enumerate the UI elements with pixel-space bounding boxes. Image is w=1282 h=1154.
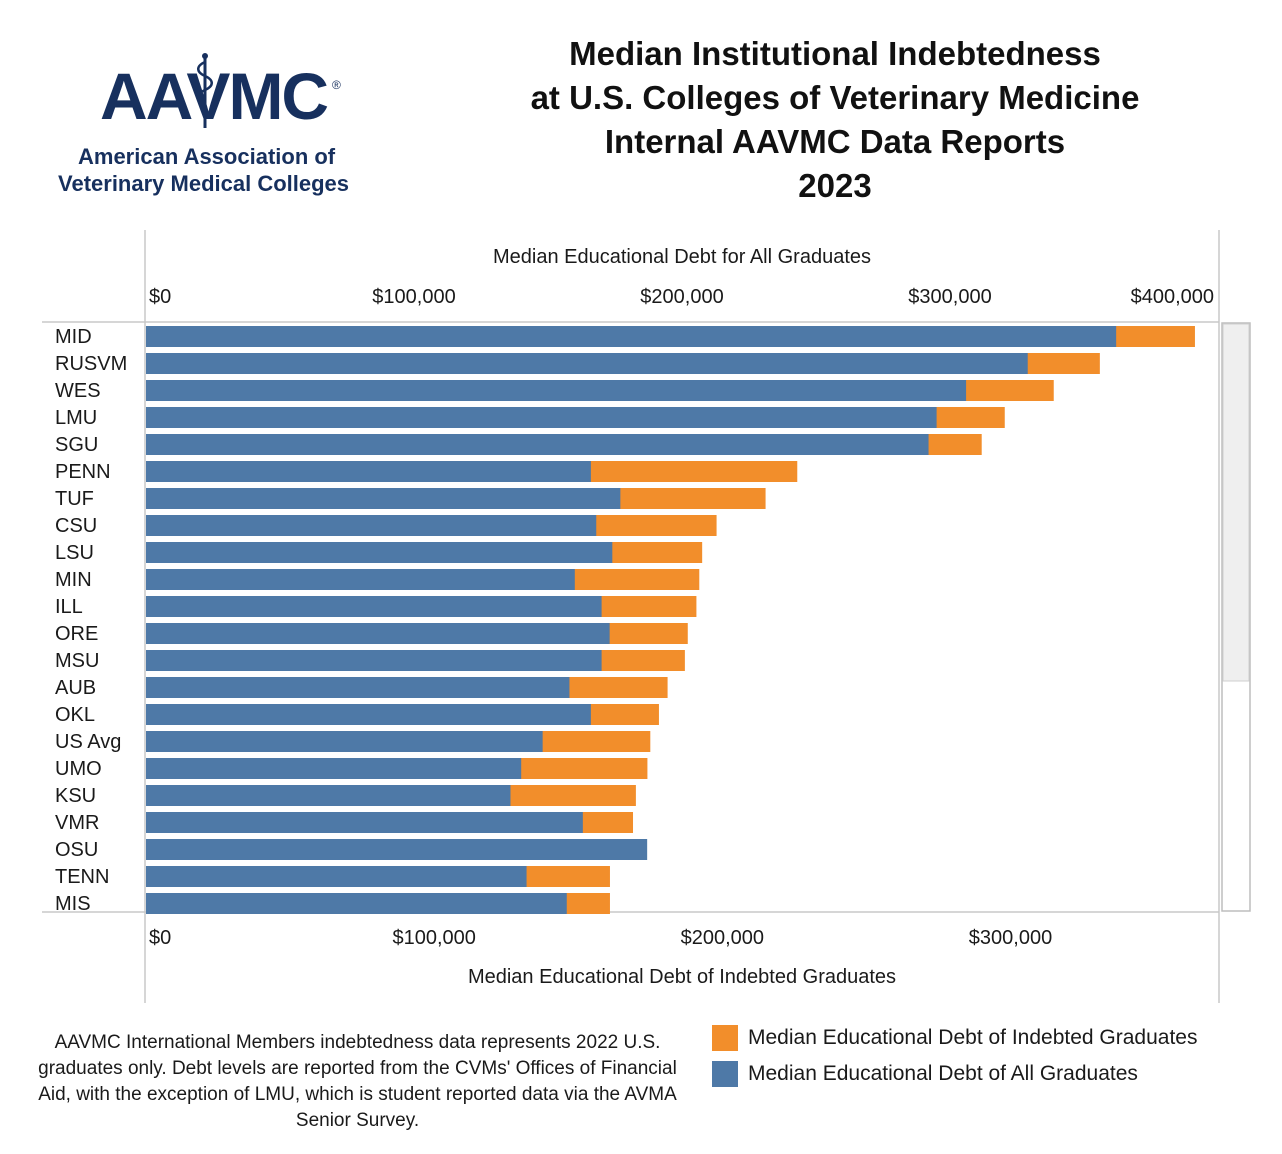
bar-all <box>146 569 575 590</box>
bottom-tick-label: $0 <box>149 927 171 949</box>
bar-all <box>146 434 929 455</box>
category-label: ORE <box>55 623 98 645</box>
bottom-tick-label: $100,000 <box>392 927 475 949</box>
bar-all <box>146 596 602 617</box>
category-label: SGU <box>55 434 98 456</box>
legend-swatch-indebted <box>712 1025 738 1051</box>
bar-all <box>146 812 583 833</box>
bar-all <box>146 731 543 752</box>
scrollbar-thumb[interactable] <box>1222 323 1250 682</box>
title-line-4: 2023 <box>798 167 872 204</box>
top-axis-title: Median Educational Debt for All Graduate… <box>493 246 871 268</box>
bar-chart: Median Educational Debt for All Graduate… <box>42 230 1251 1003</box>
category-label: MIS <box>55 893 91 915</box>
title-line-2: at U.S. Colleges of Veterinary Medicine <box>530 79 1140 116</box>
bar-all <box>146 677 570 698</box>
bar-all <box>146 353 1028 374</box>
category-label: MSU <box>55 650 99 672</box>
bar-all <box>146 380 967 401</box>
category-label: LSU <box>55 542 94 564</box>
top-tick-label: $200,000 <box>640 286 723 308</box>
bar-all <box>146 407 937 428</box>
bottom-axis-title: Median Educational Debt of Indebted Grad… <box>468 966 896 988</box>
category-label: TENN <box>55 866 109 888</box>
top-tick-label: $300,000 <box>908 286 991 308</box>
logo-line-2: Veterinary Medical Colleges <box>58 171 350 196</box>
legend-swatch-all <box>712 1061 738 1087</box>
category-label: WES <box>55 380 101 402</box>
caduceus-icon <box>197 53 213 128</box>
legend: Median Educational Debt of Indebted Grad… <box>712 1020 1197 1092</box>
legend-label-all: Median Educational Debt of All Graduates <box>748 1062 1138 1085</box>
chart-title: Median Institutional Indebtedness at U.S… <box>420 32 1250 208</box>
footnote: AAVMC International Members indebtedness… <box>38 1032 677 1131</box>
category-label: TUF <box>55 488 94 510</box>
bar-all <box>146 488 621 509</box>
category-label: AUB <box>55 677 96 699</box>
category-label: KSU <box>55 785 96 807</box>
bar-all <box>146 839 648 860</box>
bar-all <box>146 758 522 779</box>
aavmc-logo: AAVMC ® American Association of Veterina… <box>40 40 400 210</box>
top-tick-label: $100,000 <box>372 286 455 308</box>
category-label: CSU <box>55 515 97 537</box>
category-label: US Avg <box>55 731 121 753</box>
bar-all <box>146 623 610 644</box>
legend-item-all: Median Educational Debt of All Graduates <box>712 1056 1197 1092</box>
category-label: MIN <box>55 569 92 591</box>
bar-all <box>146 326 1117 347</box>
title-line-3: Internal AAVMC Data Reports <box>604 123 1066 160</box>
logo-line-1: American Association of <box>78 144 336 169</box>
bar-all <box>146 785 511 806</box>
category-label: LMU <box>55 407 97 429</box>
category-label: PENN <box>55 461 111 483</box>
bar-all <box>146 704 591 725</box>
category-label: RUSVM <box>55 353 127 375</box>
bar-all <box>146 515 597 536</box>
bar-all <box>146 650 602 671</box>
logo-wordmark: AAVMC <box>100 59 329 133</box>
bar-all <box>146 893 567 914</box>
category-label: ILL <box>55 596 83 618</box>
title-line-1: Median Institutional Indebtedness <box>569 35 1101 72</box>
category-label: OSU <box>55 839 98 861</box>
bar-all <box>146 461 591 482</box>
legend-item-indebted: Median Educational Debt of Indebted Grad… <box>712 1020 1197 1056</box>
registered-mark: ® <box>332 78 341 92</box>
category-label: MID <box>55 326 92 348</box>
bar-all <box>146 866 527 887</box>
bottom-tick-label: $200,000 <box>681 927 764 949</box>
bottom-tick-label: $300,000 <box>969 927 1052 949</box>
category-label: OKL <box>55 704 95 726</box>
legend-label-indebted: Median Educational Debt of Indebted Grad… <box>748 1026 1198 1049</box>
category-label: VMR <box>55 812 99 834</box>
category-label: UMO <box>55 758 102 780</box>
top-tick-label: $0 <box>149 286 171 308</box>
top-tick-label: $400,000 <box>1131 286 1214 308</box>
bar-all <box>146 542 613 563</box>
